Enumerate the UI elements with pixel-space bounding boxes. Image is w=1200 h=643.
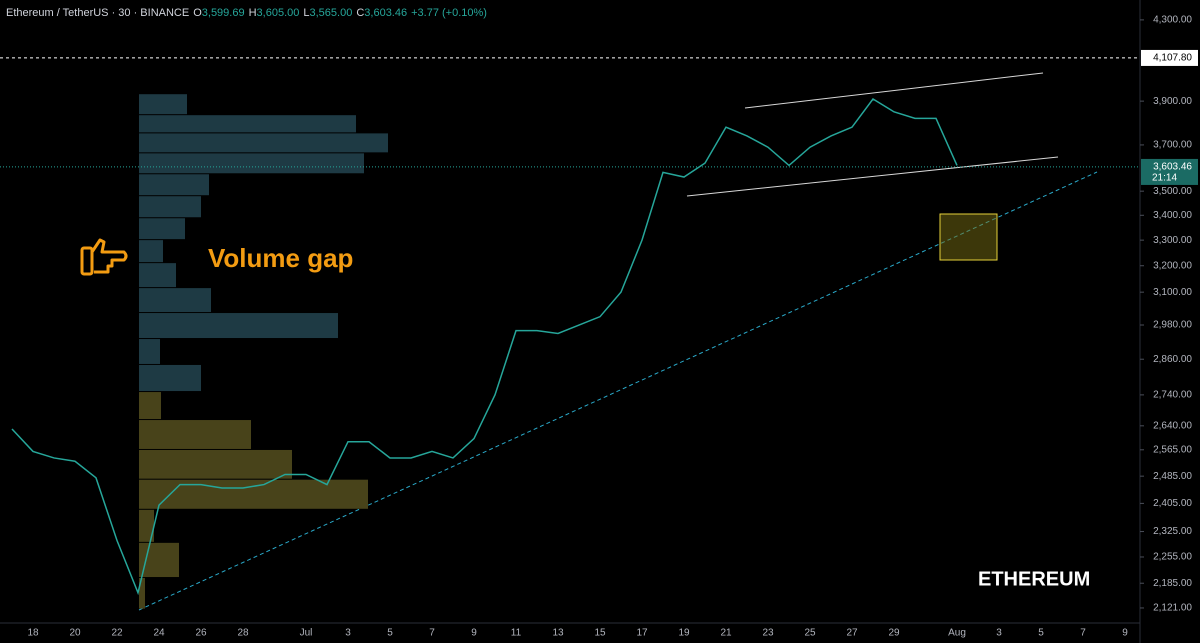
y-tick-label: 2,565.00 <box>1153 444 1192 455</box>
y-tick-label: 3,200.00 <box>1153 260 1192 271</box>
y-tick-label: 2,740.00 <box>1153 390 1192 401</box>
volume-profile-bar <box>139 578 145 609</box>
y-tick-label: 2,860.00 <box>1153 354 1192 365</box>
x-tick-label: 3 <box>996 628 1002 639</box>
y-tick-label: 4,300.00 <box>1153 15 1192 26</box>
volume-profile-bar <box>139 542 179 578</box>
x-tick-label: 18 <box>27 628 39 639</box>
x-tick-label: 28 <box>237 628 249 639</box>
y-tick-label: 3,400.00 <box>1153 210 1192 221</box>
channel-upper <box>744 72 1044 109</box>
ohlc-key: O <box>193 7 202 19</box>
y-tick-label: 2,405.00 <box>1153 498 1192 509</box>
ohlc-key: C <box>356 7 364 19</box>
x-tick-label: 21 <box>720 628 732 639</box>
symbol-title: Ethereum / TetherUS · 30 · BINANCE <box>6 7 189 19</box>
y-tick-label: 2,485.00 <box>1153 471 1192 482</box>
volume-profile-bar <box>139 218 185 240</box>
volume-profile-bar <box>139 240 163 263</box>
volume-profile-bar <box>139 449 292 479</box>
level-label: 4,107.80 <box>1153 53 1192 64</box>
volume-profile-bar <box>139 479 368 509</box>
volume-profile-bar <box>139 364 201 392</box>
x-tick-label: 19 <box>678 628 690 639</box>
annotation-text: Volume gap <box>208 243 353 273</box>
ohlc-value: 3,605.00 <box>257 7 300 19</box>
last-price-box <box>1141 158 1198 185</box>
x-tick-label: 22 <box>111 628 123 639</box>
volume-profile-bar <box>139 196 201 218</box>
volume-profile-bar <box>139 153 364 174</box>
x-tick-label: 9 <box>1122 628 1128 639</box>
ohlc-value: 3,603.46 <box>364 7 407 19</box>
y-tick-label: 3,900.00 <box>1153 96 1192 107</box>
x-tick-label: 23 <box>762 628 774 639</box>
x-tick-label: 5 <box>387 628 393 639</box>
target-box <box>939 213 998 261</box>
y-tick-label: 3,500.00 <box>1153 186 1192 197</box>
countdown: 21:14 <box>1152 173 1177 184</box>
y-tick-label: 2,255.00 <box>1153 552 1192 563</box>
x-tick-label: 5 <box>1038 628 1044 639</box>
y-tick-label: 3,700.00 <box>1153 140 1192 151</box>
trendline <box>138 171 1098 611</box>
last-price-label: 3,603.46 <box>1153 162 1192 173</box>
x-tick-label: 3 <box>345 628 351 639</box>
ohlc-value: 3,565.00 <box>310 7 353 19</box>
x-tick-label: 29 <box>888 628 900 639</box>
volume-profile-bar <box>139 339 160 364</box>
volume-profile-bar <box>139 94 187 115</box>
x-tick-label: 15 <box>594 628 606 639</box>
ohlc-value: 3,599.69 <box>202 7 245 19</box>
x-tick-label: 11 <box>511 628 522 639</box>
volume-profile-bar <box>139 263 176 288</box>
volume-profile-bar <box>139 174 209 196</box>
y-tick-label: 2,325.00 <box>1153 526 1192 537</box>
y-tick-label: 2,121.00 <box>1153 603 1192 614</box>
x-tick-label: 13 <box>552 628 564 639</box>
volume-profile-bar <box>139 133 388 153</box>
volume-profile-bar <box>139 115 356 133</box>
x-tick-label: 9 <box>471 628 477 639</box>
x-tick-label: Jul <box>300 628 313 639</box>
x-tick-label: 26 <box>195 628 207 639</box>
volume-profile-bar <box>139 509 154 542</box>
volume-profile-bar <box>139 288 211 313</box>
ohlc-key: L <box>303 7 309 19</box>
channel-lower <box>686 156 1059 197</box>
x-tick-label: 7 <box>429 628 435 639</box>
header: Ethereum / TetherUS · 30 · BINANCE O 3,59… <box>6 7 487 19</box>
change: +3.77 (+0.10%) <box>411 7 487 19</box>
volume-profile-bar <box>139 392 161 420</box>
y-tick-label: 3,100.00 <box>1153 287 1192 298</box>
x-tick-label: 17 <box>636 628 648 639</box>
price-line <box>11 98 958 596</box>
y-tick-label: 2,185.00 <box>1153 578 1192 589</box>
y-tick-label: 2,640.00 <box>1153 420 1192 431</box>
watermark-text: ETHEREUM <box>978 568 1090 590</box>
y-tick-label: 2,980.00 <box>1153 320 1192 331</box>
hand-icon <box>80 238 128 276</box>
x-tick-label: 24 <box>153 628 165 639</box>
volume-profile-bar <box>139 420 251 449</box>
x-tick-label: 7 <box>1080 628 1086 639</box>
x-tick-label: Aug <box>948 628 966 639</box>
x-tick-label: 25 <box>804 628 816 639</box>
x-tick-label: 27 <box>846 628 858 639</box>
level-label-box <box>1141 49 1198 66</box>
y-tick-label: 3,300.00 <box>1153 235 1192 246</box>
x-tick-label: 20 <box>69 628 81 639</box>
volume-profile-bar <box>139 313 338 339</box>
ohlc-key: H <box>249 7 257 19</box>
